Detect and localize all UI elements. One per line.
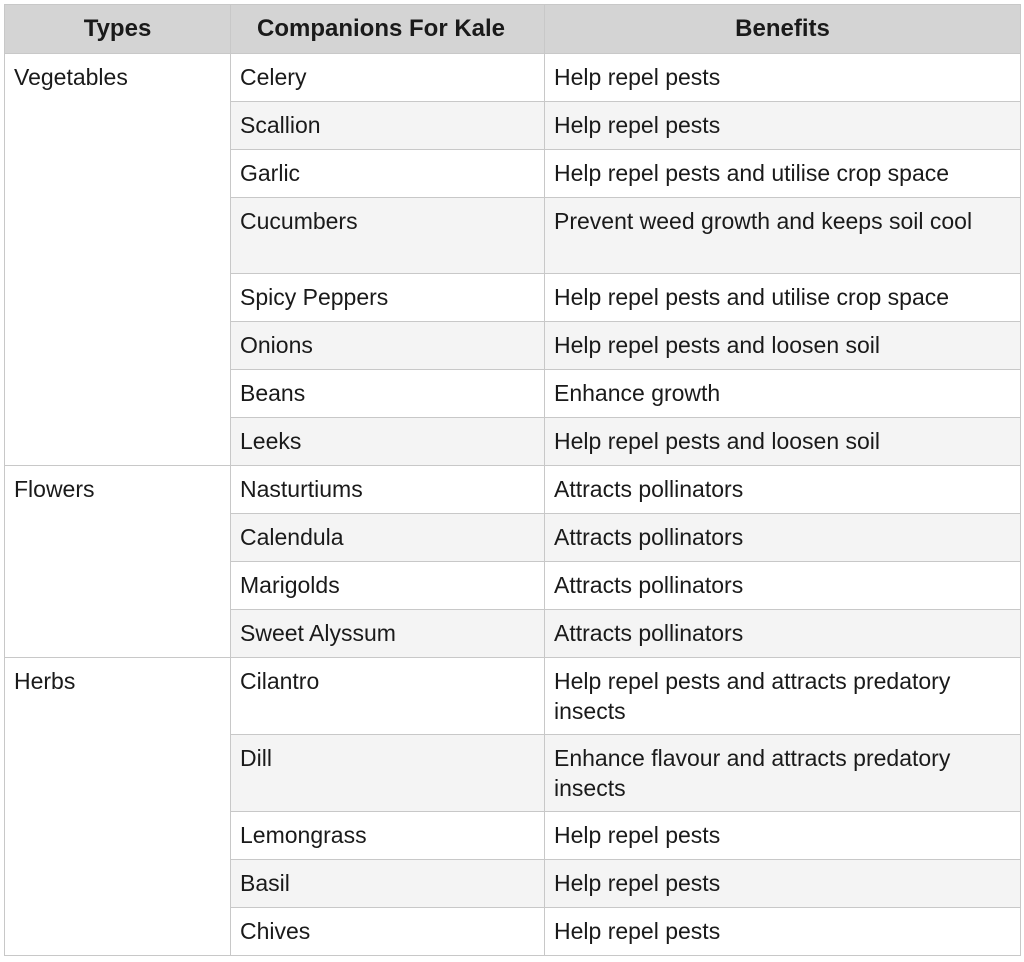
benefit-cell: Help repel pests and utilise crop space: [544, 273, 1021, 322]
benefit-cell: Help repel pests and loosen soil: [544, 417, 1021, 466]
benefit-cell: Attracts pollinators: [544, 609, 1021, 658]
companion-table-container: Types Companions For Kale Benefits Veget…: [4, 4, 1021, 956]
benefit-cell: Help repel pests and attracts predatory …: [544, 657, 1021, 735]
table-row: Flowers Nasturtiums Attracts pollinators: [4, 465, 1021, 658]
benefit-cell: Help repel pests: [544, 859, 1021, 908]
table-row: Beans Enhance growth: [5, 369, 1021, 418]
table-row: Sweet Alyssum Attracts pollinators: [5, 609, 1021, 658]
type-cell-herbs: Herbs: [4, 657, 231, 956]
benefit-cell: Enhance growth: [544, 369, 1021, 418]
benefit-cell: Help repel pests: [544, 101, 1021, 150]
benefit-cell: Attracts pollinators: [544, 561, 1021, 610]
companion-cell: Garlic: [230, 149, 545, 198]
companion-cell: Sweet Alyssum: [230, 609, 545, 658]
table-row: Cucumbers Prevent weed growth and keeps …: [5, 197, 1021, 274]
table-row: Marigolds Attracts pollinators: [5, 561, 1021, 610]
companion-cell: Leeks: [230, 417, 545, 466]
companion-cell: Beans: [230, 369, 545, 418]
companion-cell: Nasturtiums: [230, 465, 545, 514]
table-row: Vegetables Celery Help repel pests: [4, 53, 1021, 466]
benefit-cell: Prevent weed growth and keeps soil cool: [544, 197, 1021, 274]
header-row: Types Companions For Kale Benefits: [4, 4, 1021, 54]
table-row: Dill Enhance flavour and attracts predat…: [5, 734, 1021, 812]
companion-cell: Basil: [230, 859, 545, 908]
benefit-cell: Enhance flavour and attracts predatory i…: [544, 734, 1021, 812]
companion-planting-table: Types Companions For Kale Benefits Veget…: [4, 4, 1021, 956]
companion-cell: Calendula: [230, 513, 545, 562]
benefit-cell: Help repel pests and loosen soil: [544, 321, 1021, 370]
benefit-cell: Help repel pests: [544, 907, 1021, 956]
benefit-cell: Attracts pollinators: [544, 465, 1021, 514]
header-benefits: Benefits: [544, 4, 1021, 54]
header-types: Types: [4, 4, 231, 54]
type-cell-flowers: Flowers: [4, 465, 231, 658]
table-row: Chives Help repel pests: [5, 907, 1021, 956]
companion-cell: Celery: [230, 53, 545, 102]
table-row: Leeks Help repel pests and loosen soil: [5, 417, 1021, 466]
table-row: Spicy Peppers Help repel pests and utili…: [5, 273, 1021, 322]
companion-cell: Dill: [230, 734, 545, 812]
table-row: Herbs Cilantro Help repel pests and attr…: [4, 657, 1021, 956]
benefit-cell: Help repel pests: [544, 53, 1021, 102]
header-companions: Companions For Kale: [230, 4, 545, 54]
table-row: Scallion Help repel pests: [5, 101, 1021, 150]
companion-cell: Marigolds: [230, 561, 545, 610]
table-body: Vegetables Celery Help repel pests Scall…: [4, 53, 1021, 956]
companion-cell: Cilantro: [230, 657, 545, 735]
table-row: Lemongrass Help repel pests: [5, 811, 1021, 860]
table-header: Types Companions For Kale Benefits: [4, 4, 1021, 54]
companion-cell: Onions: [230, 321, 545, 370]
benefit-cell: Help repel pests: [544, 811, 1021, 860]
companion-cell: Lemongrass: [230, 811, 545, 860]
table-row: Basil Help repel pests: [5, 859, 1021, 908]
companion-cell: Spicy Peppers: [230, 273, 545, 322]
type-cell-vegetables: Vegetables: [4, 53, 231, 466]
benefit-cell: Attracts pollinators: [544, 513, 1021, 562]
benefit-cell: Help repel pests and utilise crop space: [544, 149, 1021, 198]
companion-cell: Scallion: [230, 101, 545, 150]
companion-cell: Chives: [230, 907, 545, 956]
companion-cell: Cucumbers: [230, 197, 545, 274]
